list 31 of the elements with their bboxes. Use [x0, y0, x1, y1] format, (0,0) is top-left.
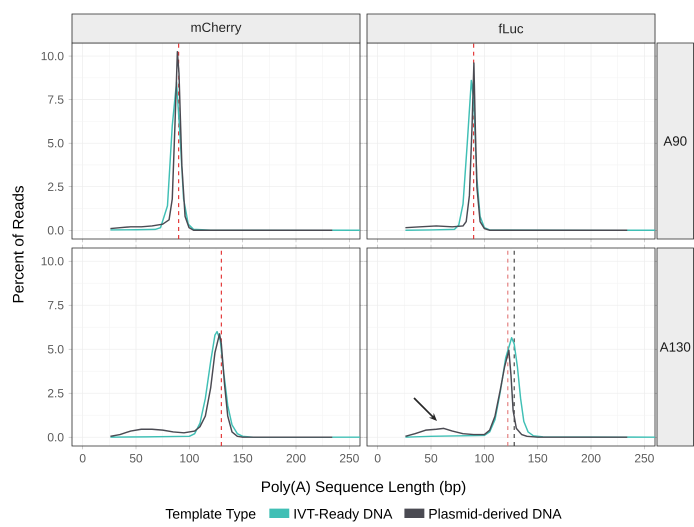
x-tick-label: 50	[130, 454, 142, 462]
y2-axis-title: A130	[660, 342, 690, 352]
y-tick-label: 5.0	[48, 138, 64, 148]
y-tick-label: 10.0	[42, 256, 64, 266]
x-tick-label: 200	[286, 454, 306, 462]
x-tick-label: 0	[374, 454, 381, 462]
x-tick-label: 0	[80, 454, 86, 462]
chart-title: fLuc	[498, 24, 524, 34]
x-tick-label: 250	[340, 454, 359, 462]
y-tick-label: 2.5	[48, 182, 64, 191]
y-tick-label: 10.0	[42, 52, 64, 60]
legend-title: Template Type	[166, 508, 256, 522]
x-tick-label: 250	[634, 454, 654, 462]
y2-axis-title: A90	[663, 136, 687, 146]
y-axis-title: Percent of Reads	[12, 186, 24, 302]
y-tick-label: 2.5	[48, 388, 64, 398]
x-tick-label: 150	[528, 454, 548, 462]
y-tick-label: 5.0	[48, 344, 64, 354]
x-tick-label: 200	[582, 454, 601, 462]
x-axis-title: Poly(A) Sequence Length (bp)	[262, 480, 466, 496]
y-tick-label: 0.0	[48, 432, 64, 442]
x-tick-label: 100	[475, 454, 494, 462]
x-tick-label: 50	[424, 454, 438, 462]
legend-label: IVT-Ready DNA	[294, 508, 392, 522]
chart-title: mCherry	[191, 22, 242, 35]
y-tick-label: 7.5	[48, 95, 64, 104]
y-tick-label: 7.5	[48, 301, 64, 310]
y-tick-label: 0.0	[48, 226, 64, 235]
x-tick-label: 150	[234, 454, 252, 462]
x-tick-label: 100	[180, 454, 199, 462]
legend-label: Plasmid-derived DNA	[429, 508, 562, 519]
